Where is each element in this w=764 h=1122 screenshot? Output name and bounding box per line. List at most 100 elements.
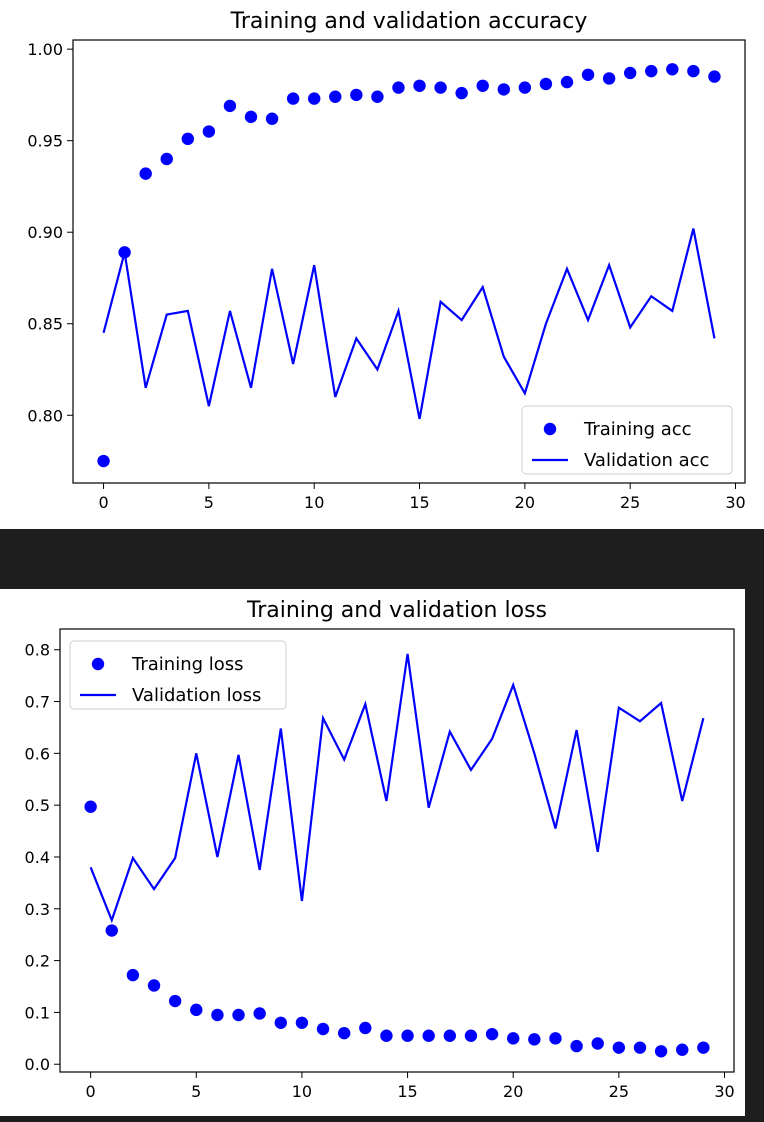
y-tick-label: 0.80 [27, 406, 63, 425]
data-point [380, 1029, 393, 1042]
y-tick-label: 0.1 [25, 1003, 50, 1022]
data-point [84, 800, 97, 813]
data-point [97, 454, 110, 468]
x-tick-label: 15 [409, 493, 429, 512]
legend: Training loss Validation loss [69, 640, 287, 710]
legend-box [69, 640, 287, 710]
data-point [623, 66, 637, 80]
data-point [581, 68, 595, 81]
y-tick-label: 0.8 [25, 641, 50, 660]
y-tick-label: 0.85 [27, 315, 63, 334]
data-point [308, 92, 321, 105]
data-point [676, 1043, 689, 1056]
y-tick-label: 0.7 [25, 693, 50, 712]
data-point [105, 924, 118, 937]
data-point [549, 1032, 562, 1045]
data-point [507, 1032, 520, 1045]
data-point [139, 167, 152, 180]
x-tick-label: 5 [204, 493, 214, 512]
data-point [539, 77, 553, 91]
data-point [316, 1022, 330, 1036]
data-point [211, 1008, 224, 1022]
x-tick-label: 30 [725, 493, 745, 512]
data-point [434, 81, 447, 94]
data-point [147, 979, 161, 992]
legend-label: Validation loss [132, 685, 261, 706]
data-point [392, 81, 405, 94]
data-point [518, 81, 532, 94]
data-point [485, 1027, 499, 1041]
data-point [232, 1008, 245, 1022]
data-point [371, 90, 384, 103]
data-point [223, 99, 237, 113]
data-point [350, 88, 363, 102]
data-point [190, 1003, 203, 1017]
legend-dot-marker [543, 422, 557, 436]
legend-label: Training loss [131, 654, 244, 675]
data-point [570, 1039, 583, 1053]
x-tick-label: 20 [515, 493, 535, 512]
data-point [654, 1045, 668, 1058]
x-tick-label: 0 [86, 1082, 96, 1101]
data-point [274, 1016, 287, 1029]
legend-label: Training acc [583, 419, 692, 440]
data-point [244, 110, 258, 124]
x-tick-label: 30 [714, 1082, 734, 1101]
x-tick-label: 25 [609, 1082, 629, 1101]
y-tick-label: 0.5 [25, 796, 50, 815]
data-point [329, 90, 342, 103]
data-point [497, 83, 510, 96]
x-tick-label: 25 [620, 493, 640, 512]
legend-label: Validation acc [584, 450, 709, 471]
data-point [443, 1029, 457, 1042]
accuracy-chart-panel: Training and validation accuracy 0 5 10 15 20… [0, 0, 764, 529]
data-point [645, 64, 658, 78]
data-point [359, 1021, 372, 1035]
x-tick-label: 15 [397, 1082, 417, 1101]
data-point [168, 994, 182, 1008]
data-point [476, 79, 489, 92]
data-point [708, 70, 721, 83]
plot-frame [72, 39, 746, 484]
accuracy-chart: Training and validation accuracy 0 5 10 15 20… [27, 9, 746, 512]
y-tick-label: 1.00 [27, 40, 63, 59]
data-point [666, 63, 679, 76]
y-tick-label: 0.6 [25, 744, 50, 763]
x-tick-label: 10 [292, 1082, 312, 1101]
data-point [560, 75, 574, 89]
data-point [612, 1041, 626, 1054]
data-point [286, 92, 300, 105]
data-point [602, 72, 616, 85]
y-tick-label: 0.3 [25, 900, 50, 919]
x-tick-label: 10 [304, 493, 324, 512]
data-point [181, 132, 195, 146]
data-point [265, 112, 279, 125]
data-point [401, 1029, 414, 1042]
data-point [295, 1016, 309, 1029]
legend: Training acc Validation acc [521, 405, 733, 475]
x-tick-label: 5 [191, 1082, 201, 1101]
data-point [464, 1029, 478, 1042]
data-point [687, 64, 700, 78]
data-point [337, 1026, 351, 1040]
legend-box [521, 405, 733, 475]
data-point [126, 968, 140, 982]
chart-title: Training and validation loss [246, 598, 547, 623]
data-point [202, 125, 216, 138]
x-tick-label: 0 [98, 493, 108, 512]
y-tick-label: 0.2 [25, 952, 50, 971]
data-point [528, 1033, 541, 1046]
legend-dot-marker [91, 657, 105, 671]
y-tick-label: 0.95 [27, 132, 63, 151]
data-point [253, 1007, 266, 1020]
data-point [413, 79, 426, 92]
data-point [591, 1037, 604, 1050]
y-tick-label: 0.0 [25, 1055, 50, 1074]
series-line-validation-acc [102, 228, 716, 420]
series-line-validation-loss [89, 653, 705, 924]
plot-frame [59, 628, 735, 1073]
data-point [160, 152, 173, 166]
data-point [697, 1041, 710, 1054]
y-tick-label: 0.4 [25, 848, 50, 867]
data-point [455, 86, 468, 100]
